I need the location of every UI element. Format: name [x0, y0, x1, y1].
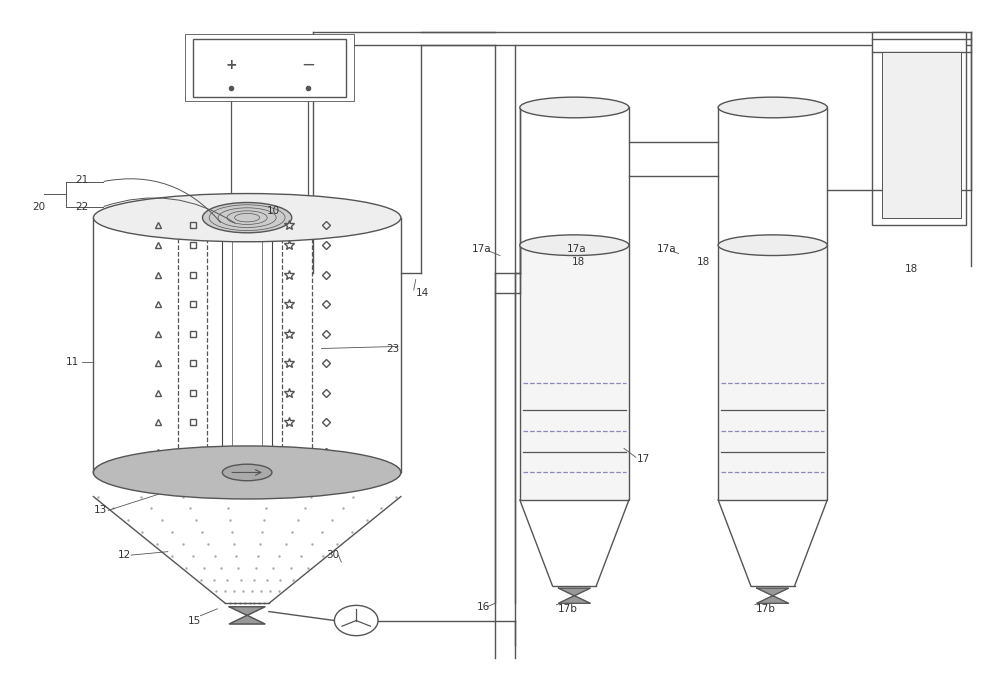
Text: 30: 30 — [326, 550, 340, 560]
Text: 16: 16 — [477, 602, 490, 612]
Text: 12: 12 — [118, 550, 131, 560]
Text: 17b: 17b — [558, 604, 577, 614]
Text: −: − — [301, 56, 315, 74]
Ellipse shape — [718, 97, 827, 118]
Polygon shape — [757, 588, 789, 604]
Bar — [520, 245, 629, 500]
Ellipse shape — [202, 203, 292, 233]
Text: 11: 11 — [66, 358, 79, 367]
Text: 17a: 17a — [657, 244, 676, 254]
Bar — [193, 38, 346, 97]
Ellipse shape — [520, 235, 629, 256]
Bar — [718, 245, 827, 500]
Ellipse shape — [93, 446, 401, 499]
Text: 18: 18 — [571, 257, 585, 268]
Text: 17a: 17a — [472, 244, 492, 254]
Text: 14: 14 — [416, 289, 429, 298]
Text: 10: 10 — [267, 206, 280, 216]
Text: +: + — [225, 58, 237, 72]
Text: 15: 15 — [188, 615, 201, 625]
Polygon shape — [229, 607, 265, 624]
Text: 13: 13 — [93, 505, 107, 515]
Ellipse shape — [222, 464, 272, 481]
Bar — [185, 34, 354, 101]
Text: 17b: 17b — [756, 604, 776, 614]
Ellipse shape — [93, 194, 401, 242]
Text: 21: 21 — [76, 175, 89, 185]
Ellipse shape — [718, 235, 827, 256]
Bar — [872, 31, 966, 224]
Ellipse shape — [93, 448, 401, 496]
Text: 20: 20 — [32, 202, 45, 213]
Polygon shape — [559, 588, 590, 604]
Text: 23: 23 — [386, 344, 399, 353]
Text: 18: 18 — [905, 264, 918, 275]
Ellipse shape — [520, 97, 629, 118]
Text: 17a: 17a — [566, 244, 586, 254]
Text: 22: 22 — [76, 202, 89, 213]
Text: 18: 18 — [696, 257, 710, 268]
Text: 17: 17 — [637, 454, 650, 464]
Bar — [882, 52, 961, 217]
